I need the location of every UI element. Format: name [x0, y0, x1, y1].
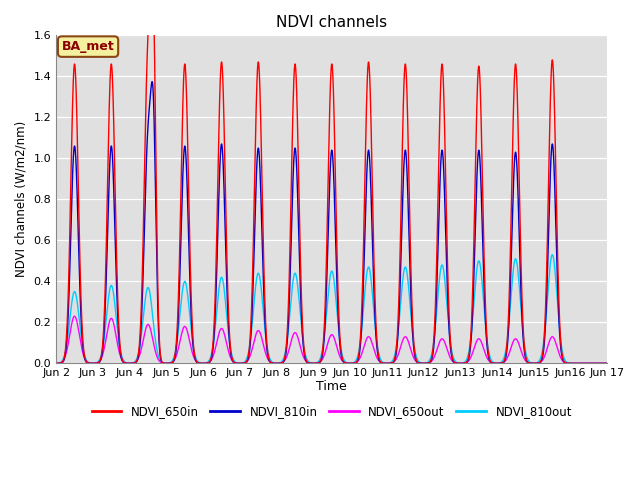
Title: NDVI channels: NDVI channels	[276, 15, 387, 30]
Legend: NDVI_650in, NDVI_810in, NDVI_650out, NDVI_810out: NDVI_650in, NDVI_810in, NDVI_650out, NDV…	[87, 401, 577, 423]
Y-axis label: NDVI channels (W/m2/nm): NDVI channels (W/m2/nm)	[15, 121, 28, 277]
X-axis label: Time: Time	[316, 380, 347, 393]
Text: BA_met: BA_met	[61, 40, 115, 53]
